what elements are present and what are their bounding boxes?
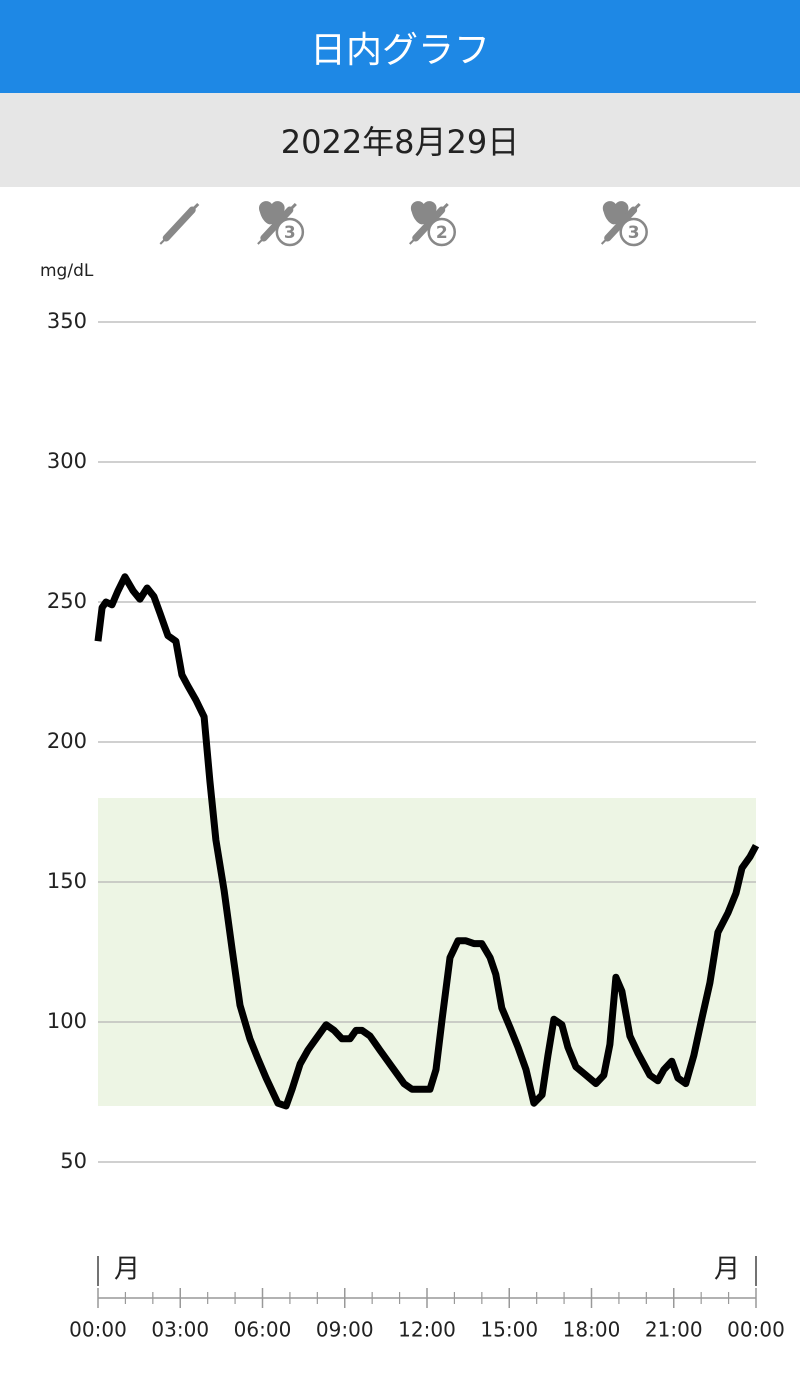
- target-range: [98, 798, 756, 1106]
- day-label: 月: [714, 1255, 740, 1285]
- syringe-body: [412, 206, 446, 242]
- x-tick-label: 00:00: [69, 1318, 127, 1342]
- syringe-needle: [409, 237, 417, 245]
- event-count: 2: [436, 223, 448, 243]
- day-label: 月: [114, 1255, 140, 1285]
- syringe-body: [162, 206, 196, 242]
- syringe-needle: [159, 237, 167, 245]
- insulin-event: 2: [409, 201, 456, 247]
- y-tick-label: 50: [60, 1149, 87, 1173]
- event-count: 3: [284, 223, 296, 243]
- event-badge: [275, 217, 305, 247]
- y-tick-label: 350: [47, 309, 87, 333]
- x-tick-label: 00:00: [727, 1318, 785, 1342]
- y-tick-label: 100: [47, 1009, 87, 1033]
- x-tick-label: 21:00: [645, 1318, 703, 1342]
- x-tick-label: 12:00: [398, 1318, 456, 1342]
- x-tick-label: 15:00: [480, 1318, 538, 1342]
- date-bar: 2022年8月29日: [0, 93, 800, 187]
- x-tick-label: 09:00: [316, 1318, 374, 1342]
- y-tick-label: 300: [47, 449, 87, 473]
- insulin-event: [159, 202, 200, 245]
- syringe-plunger: [440, 202, 449, 212]
- x-tick-label: 18:00: [563, 1318, 621, 1342]
- syringe-body: [604, 206, 638, 242]
- x-tick-label: 03:00: [151, 1318, 209, 1342]
- y-axis-label: mg/dL: [40, 261, 94, 281]
- event-count: 3: [628, 223, 640, 243]
- syringe-plunger: [288, 202, 297, 212]
- syringe-plunger: [191, 202, 200, 212]
- x-tick-label: 06:00: [234, 1318, 292, 1342]
- insulin-event: 3: [600, 201, 648, 247]
- syringe-needle: [257, 237, 265, 245]
- glucose-line: [94, 573, 760, 1110]
- y-tick-label: 250: [47, 589, 87, 613]
- event-badge: [619, 217, 648, 247]
- insulin-event: 3: [257, 201, 305, 247]
- syringe-needle: [600, 237, 609, 245]
- y-tick-label: 150: [47, 869, 87, 893]
- syringe-body: [260, 206, 294, 242]
- syringe-plunger: [632, 202, 641, 212]
- y-tick-label: 200: [47, 729, 87, 753]
- event-badge: [427, 217, 456, 247]
- app-title: 日内グラフ: [0, 0, 800, 93]
